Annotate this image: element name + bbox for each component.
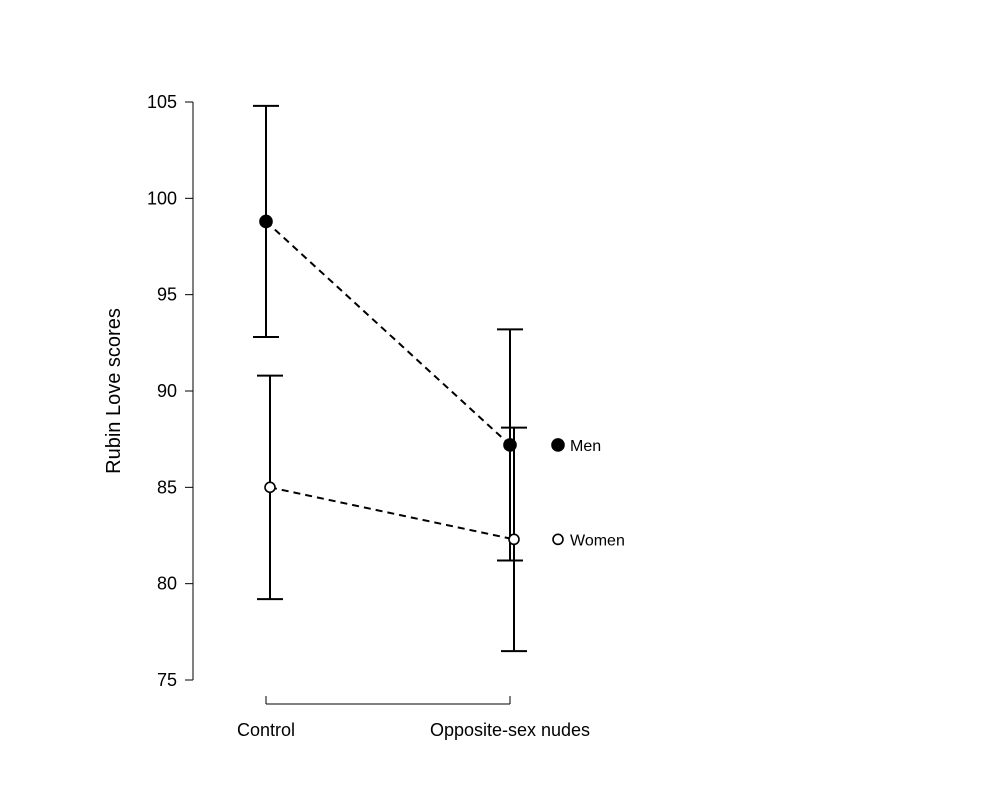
data-point-women xyxy=(508,533,520,546)
data-point-men xyxy=(259,214,273,229)
legend: Men Women xyxy=(551,438,625,549)
y-axis-label: Rubin Love scores xyxy=(103,308,125,474)
y-tick-label: 75 xyxy=(157,670,177,690)
y-tick-label: 90 xyxy=(157,381,177,401)
data-points xyxy=(259,214,520,546)
data-point-women xyxy=(264,481,276,494)
legend-marker-men xyxy=(551,438,565,452)
series-line-men xyxy=(265,220,511,446)
x-tick-label: Control xyxy=(237,720,295,740)
series-lines xyxy=(265,220,515,541)
legend-label-women: Women xyxy=(570,532,625,549)
y-axis: 75 80 85 90 95 100 105 xyxy=(147,92,194,690)
x-tick-label: Opposite-sex nudes xyxy=(430,720,590,740)
x-axis: Control Opposite-sex nudes xyxy=(237,696,590,740)
y-tick-label: 85 xyxy=(157,477,177,497)
error-bars xyxy=(253,104,527,653)
data-point-men xyxy=(503,438,517,452)
y-tick-label: 105 xyxy=(147,92,177,112)
legend-label-men: Men xyxy=(570,438,601,455)
series-line-women xyxy=(269,486,515,541)
legend-marker-women xyxy=(552,533,564,546)
y-tick-label: 95 xyxy=(157,285,177,305)
y-tick-label: 80 xyxy=(157,574,177,594)
y-tick-label: 100 xyxy=(147,188,177,208)
